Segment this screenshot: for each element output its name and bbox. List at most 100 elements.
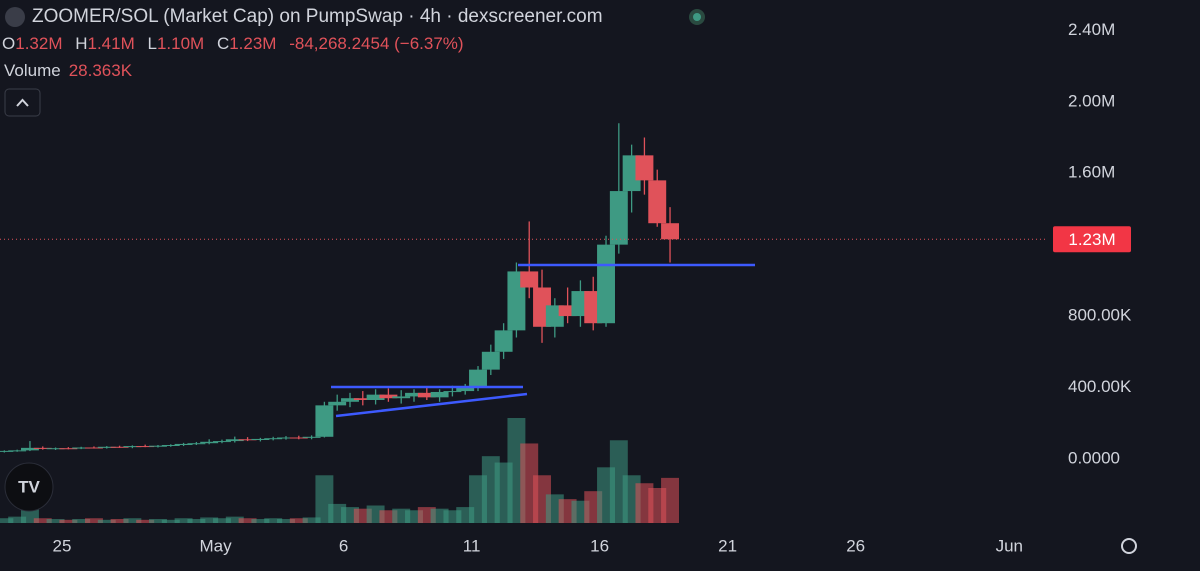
volume-bar bbox=[238, 518, 257, 523]
drawn-line bbox=[335, 392, 528, 418]
candle-body bbox=[123, 446, 142, 448]
x-tick-label: 16 bbox=[590, 536, 609, 555]
volume-bar bbox=[149, 519, 167, 523]
volume-bar bbox=[213, 518, 231, 523]
candle-body bbox=[200, 441, 219, 444]
candle-body bbox=[635, 155, 654, 181]
candle-body bbox=[481, 351, 500, 370]
candle-body bbox=[366, 394, 385, 400]
volume-bar bbox=[72, 519, 91, 523]
candle-body bbox=[213, 441, 231, 443]
y-tick-label: 800.00K bbox=[1068, 306, 1132, 325]
candle-body bbox=[392, 396, 411, 399]
logo-mark: TV bbox=[18, 477, 40, 496]
x-tick-label: 26 bbox=[846, 536, 865, 555]
legend-o-value: 1.32M bbox=[15, 34, 62, 53]
candle-body bbox=[302, 436, 321, 438]
candle-body bbox=[97, 446, 116, 448]
volume-bar bbox=[59, 519, 78, 523]
candle-body bbox=[46, 448, 65, 450]
candle-body bbox=[405, 392, 423, 397]
volume-bar bbox=[33, 518, 52, 523]
volume-bar bbox=[136, 519, 155, 523]
candle-body bbox=[0, 450, 14, 452]
volume-bar bbox=[110, 519, 129, 523]
candle-body bbox=[85, 447, 103, 449]
legend-change: -84,268.2454 (−6.37%) bbox=[289, 34, 463, 53]
candle-body bbox=[72, 447, 91, 449]
candle-body bbox=[379, 394, 398, 399]
candle-body bbox=[289, 437, 308, 439]
candle-body bbox=[238, 439, 257, 441]
x-tick-label: Jun bbox=[996, 536, 1023, 555]
volume-bar bbox=[187, 519, 206, 523]
legend-h-value: 1.41M bbox=[88, 34, 135, 53]
legend-c-value: 1.23M bbox=[229, 34, 276, 53]
x-tick-label: 25 bbox=[52, 536, 71, 555]
plot bbox=[0, 123, 1048, 523]
last-price-label: 1.23M bbox=[1068, 230, 1115, 249]
last-price-box bbox=[1053, 226, 1131, 253]
x-tick-label: 11 bbox=[463, 536, 481, 555]
candle-body bbox=[353, 398, 372, 400]
candle-body bbox=[161, 445, 180, 446]
token-icon bbox=[5, 7, 25, 27]
candle-body bbox=[277, 437, 295, 439]
legend-c: C bbox=[217, 34, 229, 53]
volume-bar bbox=[46, 519, 65, 523]
logo[interactable] bbox=[4, 462, 54, 512]
candle-body bbox=[20, 447, 39, 451]
x-tick-label: 21 bbox=[718, 536, 737, 555]
volume-bar bbox=[85, 518, 103, 523]
candle-body bbox=[469, 369, 487, 388]
volume-label: Volume bbox=[4, 61, 61, 80]
candle-body bbox=[341, 398, 359, 402]
ohlc-legend: O1.32M H1.41M L1.10M C1.23M -84,268.2454… bbox=[2, 34, 464, 53]
candle-body bbox=[609, 191, 628, 245]
volume-bar bbox=[123, 518, 142, 523]
volume-bar bbox=[200, 517, 219, 523]
y-tick-label: 0.0000 bbox=[1068, 448, 1120, 467]
settings-button[interactable] bbox=[1121, 538, 1137, 554]
legend-h: H bbox=[75, 34, 87, 53]
candle-body bbox=[456, 387, 475, 392]
candle-body bbox=[110, 446, 129, 448]
candle-body bbox=[136, 446, 155, 448]
candle-body bbox=[328, 401, 347, 406]
candle-body bbox=[59, 448, 78, 450]
chart-title: ZOOMER/SOL (Market Cap) on PumpSwap · 4h… bbox=[32, 6, 603, 27]
y-tick-label: 2.00M bbox=[1068, 91, 1115, 110]
x-tick-label: 6 bbox=[339, 536, 348, 555]
legend-l-value: 1.10M bbox=[157, 34, 204, 53]
collapse-button[interactable] bbox=[4, 88, 41, 117]
volume-bar bbox=[0, 518, 14, 523]
volume-bar bbox=[161, 519, 180, 523]
volume-legend: Volume 28.363K bbox=[4, 61, 133, 80]
candle-body bbox=[494, 330, 513, 352]
volume-bar bbox=[8, 516, 27, 523]
y-tick-label: 1.60M bbox=[1068, 163, 1115, 182]
candle-body bbox=[430, 391, 449, 398]
candle-body bbox=[187, 443, 206, 445]
volume-bar bbox=[277, 519, 295, 523]
candle-body bbox=[520, 271, 539, 288]
volume-bar bbox=[251, 519, 270, 523]
volume-bar bbox=[264, 518, 283, 523]
volume-bar bbox=[661, 477, 679, 523]
candle-body bbox=[33, 447, 52, 449]
candle-body bbox=[443, 391, 462, 393]
y-tick-label: 2.40M bbox=[1068, 20, 1115, 39]
volume-bar bbox=[289, 518, 308, 523]
legend-o: O bbox=[2, 34, 15, 53]
status-dot-inner bbox=[693, 13, 701, 21]
candle-body bbox=[251, 438, 270, 440]
candle-body bbox=[225, 439, 244, 442]
candle-body bbox=[315, 405, 334, 437]
candle-body bbox=[149, 445, 167, 447]
volume-value: 28.363K bbox=[69, 61, 133, 80]
candle-body bbox=[174, 443, 193, 445]
candle-body bbox=[8, 450, 27, 452]
collapse-icon bbox=[16, 98, 29, 107]
volume-bar bbox=[225, 516, 244, 523]
